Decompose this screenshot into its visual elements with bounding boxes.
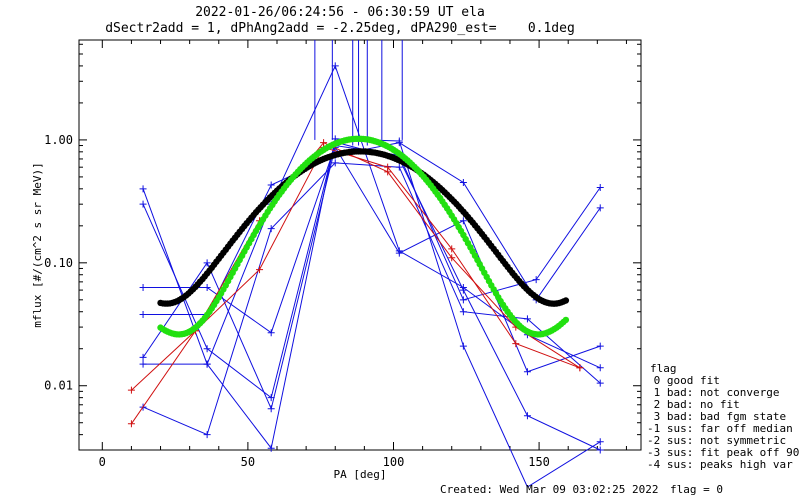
created-timestamp: Created: Wed Mar 09 03:02:25 2022 [440,483,659,496]
data-point [256,266,264,274]
data-point [395,247,403,255]
data-point [459,308,467,316]
data-point [395,163,403,171]
chart-subtitle: dSectr2add = 1, dPhAng2add = -2.25deg, d… [105,21,575,36]
data-point [139,360,147,368]
data-point [139,283,147,291]
data-point [576,364,584,372]
data-point [267,225,275,233]
x-tick-label: 150 [528,455,550,469]
data-point [139,185,147,193]
data-point [532,276,540,284]
y-tick-label: 1.00 [44,133,73,147]
blue-series [139,143,604,413]
axes-ticks: 0 50 100 150 0.01 0.10 1.00 [44,40,641,469]
y-tick-label: 0.10 [44,256,73,270]
data-point [127,386,135,394]
data-point [203,360,211,368]
data-point [267,181,275,189]
plot-frame [78,39,642,451]
data-point [139,200,147,208]
data-point [395,139,403,147]
data-point [267,444,275,452]
data-point [203,431,211,439]
x-tick-label: 100 [383,455,405,469]
data-point [331,62,339,70]
legend-item: -1 sus: far off median [647,422,793,435]
data-series [127,40,604,488]
data-point [523,412,531,420]
data-point [203,283,211,291]
data-point [596,438,604,446]
fit-point [562,316,570,324]
fit-point [562,297,570,304]
data-point [459,217,467,225]
blue-series [139,139,604,318]
data-point [203,345,211,353]
legend-item: -3 sus: fit peak off 90 [647,446,799,459]
legend-item: 3 bad: bad fgm state [647,410,786,423]
series-line [142,146,601,411]
y-tick-label: 0.01 [44,379,73,393]
data-point [459,296,467,304]
data-point [267,329,275,337]
data-point [459,179,467,187]
data-point [203,259,211,267]
data-point [459,342,467,350]
series-line [142,162,601,436]
data-point [139,310,147,318]
data-point [139,353,147,361]
chart-title: 2022-01-26/06:24:56 - 06:30:59 UT ela [195,5,485,20]
flag-legend: flag 0 good fit 1 bad: not converge 2 ba… [647,362,799,471]
x-tick-label: 0 [99,455,106,469]
data-point [384,163,392,171]
legend-item: -2 sus: not symmetric [647,434,786,447]
data-point [523,315,531,323]
legend-item: 1 bad: not converge [647,386,779,399]
x-tick-label: 50 [241,455,255,469]
legend-item: -4 sus: peaks high var [647,458,793,471]
x-axis-label: PA [deg] [334,468,387,481]
data-point [596,204,604,212]
data-point [596,446,604,454]
data-point [267,405,275,413]
data-point [596,342,604,350]
legend-title: flag [650,362,677,375]
data-point [448,254,456,262]
series-line [131,142,581,391]
green-fit-curve [157,135,570,338]
data-point [523,368,531,376]
legend-item: 2 bad: no fit [647,398,740,411]
series-line [143,142,601,315]
data-point [448,245,456,253]
legend-item: 0 good fit [647,374,720,387]
data-point [127,420,135,428]
data-point [512,340,520,348]
data-point [596,379,604,387]
y-axis-label: mflux [#/(cm^2 s sr MeV)] [31,162,44,328]
data-point [459,283,467,291]
data-point [331,159,339,167]
flag-value: flag = 0 [670,483,723,496]
data-point [596,364,604,372]
black-fit-curve [157,148,570,307]
data-point [596,184,604,192]
